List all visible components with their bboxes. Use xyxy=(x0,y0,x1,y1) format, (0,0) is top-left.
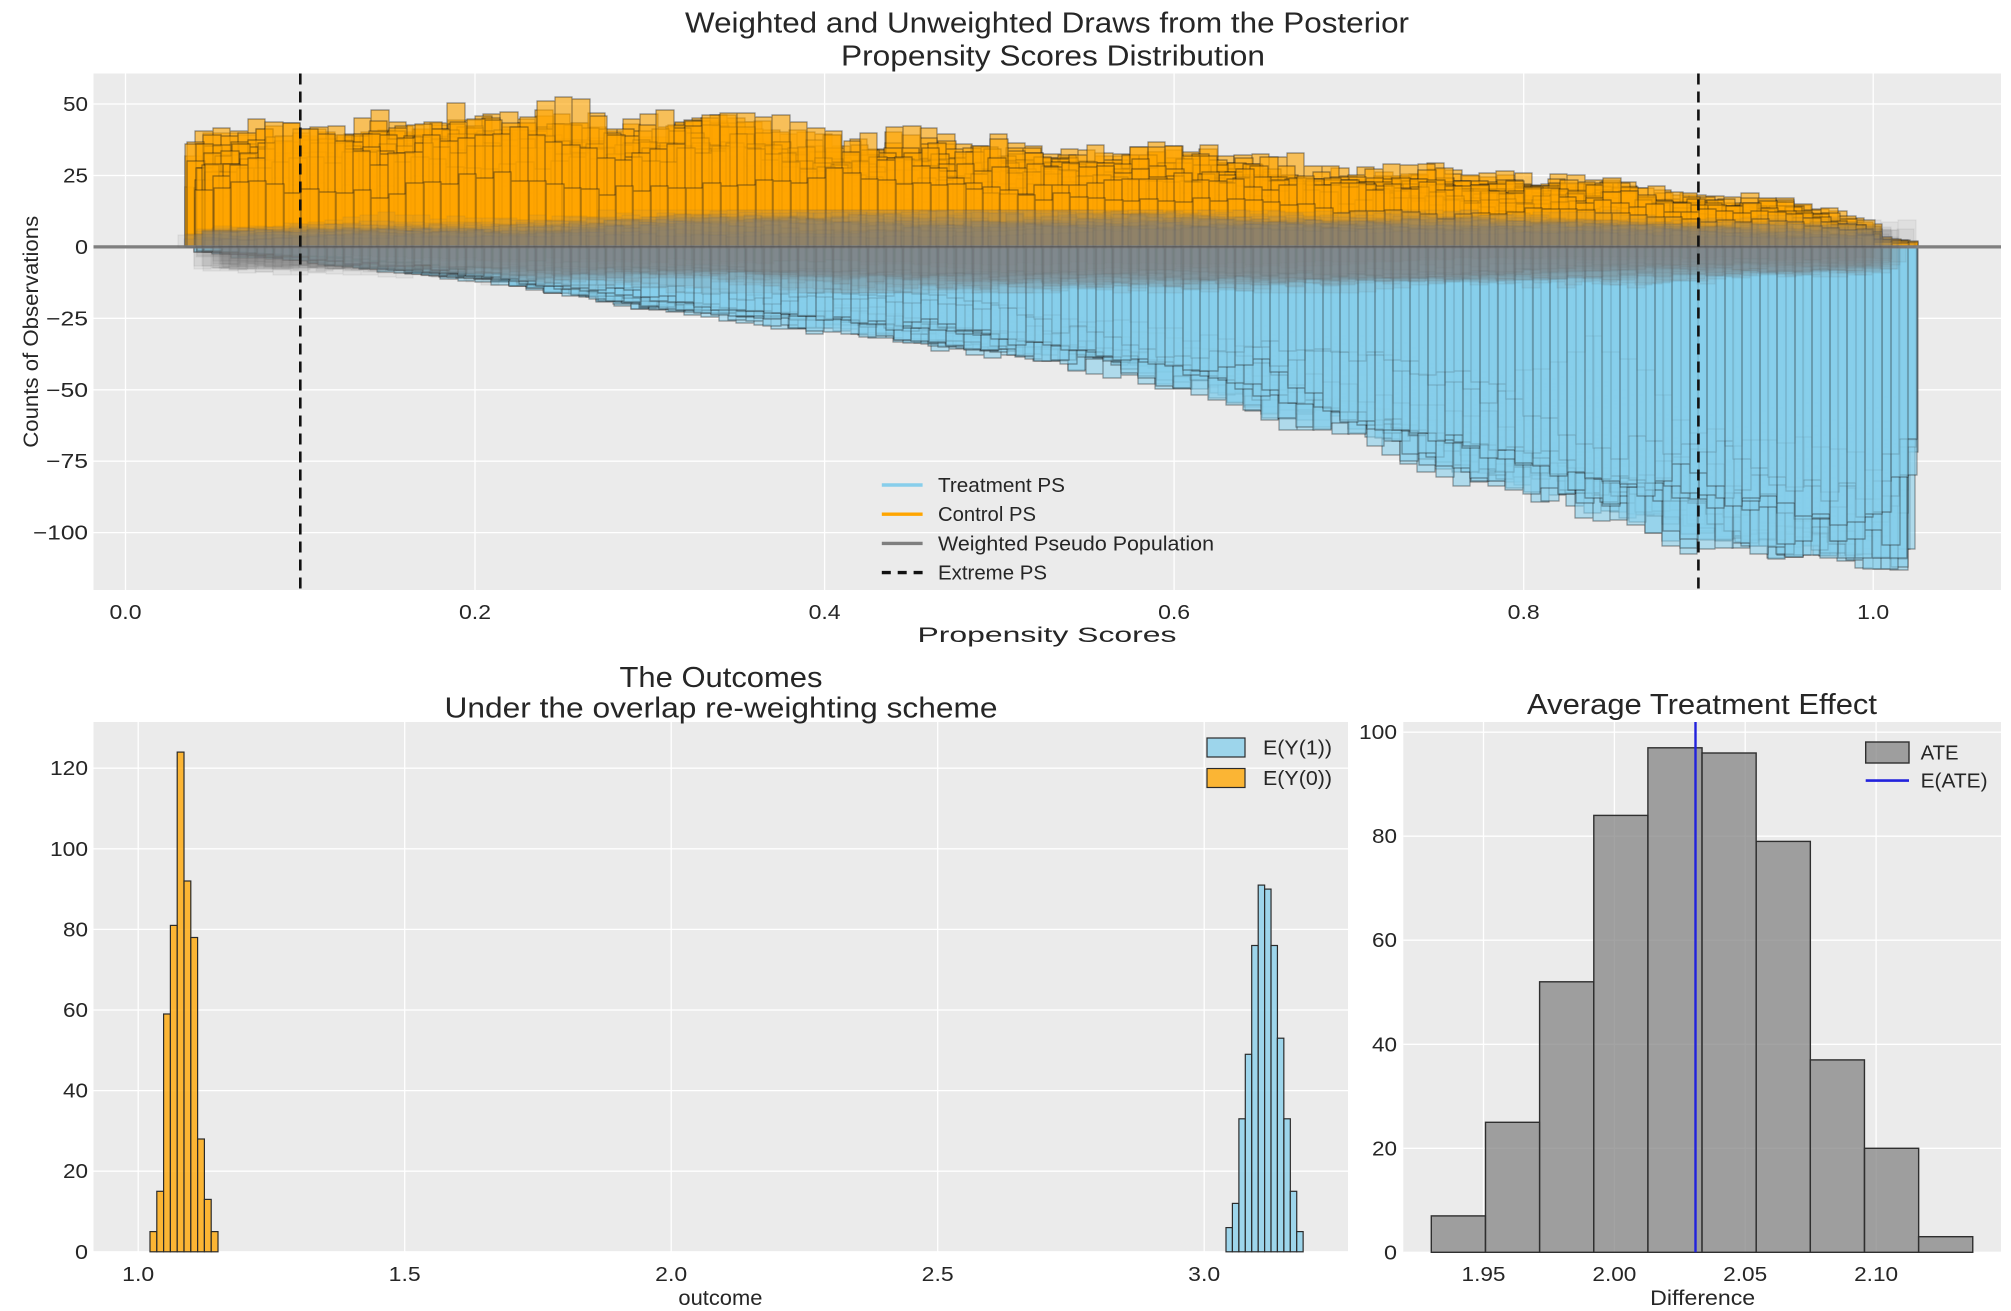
svg-text:Weighted and Unweighted Draws: Weighted and Unweighted Draws from the P… xyxy=(685,8,1409,40)
svg-text:Propensity Scores: Propensity Scores xyxy=(918,624,1177,647)
svg-text:3.0: 3.0 xyxy=(1188,1264,1220,1286)
svg-text:0.6: 0.6 xyxy=(1158,602,1190,624)
svg-text:0.2: 0.2 xyxy=(459,602,491,624)
svg-text:Counts of Observations: Counts of Observations xyxy=(20,216,43,448)
svg-text:2.10: 2.10 xyxy=(1854,1264,1898,1286)
svg-text:The Outcomes: The Outcomes xyxy=(620,662,823,694)
svg-text:E(Y(0)): E(Y(0)) xyxy=(1263,768,1332,790)
svg-text:2.0: 2.0 xyxy=(655,1264,687,1286)
svg-text:0.8: 0.8 xyxy=(1508,602,1540,624)
svg-text:1.0: 1.0 xyxy=(1857,602,1889,624)
svg-text:Weighted Pseudo Population: Weighted Pseudo Population xyxy=(938,533,1214,555)
svg-text:Extreme PS: Extreme PS xyxy=(938,563,1047,585)
svg-text:2.05: 2.05 xyxy=(1723,1264,1767,1286)
svg-text:Under the overlap re-weighting: Under the overlap re-weighting scheme xyxy=(445,693,998,725)
svg-text:40: 40 xyxy=(63,1081,88,1103)
svg-text:0: 0 xyxy=(1384,1242,1397,1264)
svg-text:Treatment PS: Treatment PS xyxy=(938,475,1065,497)
svg-text:25: 25 xyxy=(63,166,88,188)
svg-text:−50: −50 xyxy=(46,380,88,402)
svg-text:100: 100 xyxy=(1359,722,1397,744)
svg-text:Difference: Difference xyxy=(1650,1287,1755,1310)
svg-text:0.4: 0.4 xyxy=(809,602,841,624)
svg-text:20: 20 xyxy=(1372,1138,1397,1160)
svg-text:E(ATE): E(ATE) xyxy=(1921,771,1988,793)
svg-text:2.00: 2.00 xyxy=(1592,1264,1636,1286)
svg-text:100: 100 xyxy=(50,839,88,861)
svg-text:60: 60 xyxy=(63,1000,88,1022)
svg-text:20: 20 xyxy=(63,1161,88,1183)
svg-text:1.5: 1.5 xyxy=(389,1264,421,1286)
svg-text:80: 80 xyxy=(63,919,88,941)
svg-text:1.95: 1.95 xyxy=(1462,1264,1506,1286)
svg-text:2.5: 2.5 xyxy=(922,1264,954,1286)
svg-text:120: 120 xyxy=(50,758,88,780)
svg-text:0: 0 xyxy=(75,1242,88,1264)
svg-text:−25: −25 xyxy=(46,308,88,330)
svg-text:Average Treatment Effect: Average Treatment Effect xyxy=(1527,689,1877,721)
svg-text:80: 80 xyxy=(1372,826,1397,848)
svg-text:1.0: 1.0 xyxy=(122,1264,154,1286)
svg-text:ATE: ATE xyxy=(1921,743,1959,765)
svg-text:60: 60 xyxy=(1372,930,1397,952)
svg-text:Control PS: Control PS xyxy=(938,504,1036,526)
svg-text:−75: −75 xyxy=(46,451,88,473)
svg-text:outcome: outcome xyxy=(678,1287,762,1310)
svg-text:40: 40 xyxy=(1372,1034,1397,1056)
svg-text:−100: −100 xyxy=(33,523,88,545)
svg-text:Propensity Scores Distribution: Propensity Scores Distribution xyxy=(841,41,1265,73)
svg-text:50: 50 xyxy=(63,94,88,116)
svg-text:0.0: 0.0 xyxy=(110,602,142,624)
svg-text:E(Y(1)): E(Y(1)) xyxy=(1263,738,1332,760)
svg-text:0: 0 xyxy=(75,237,88,259)
